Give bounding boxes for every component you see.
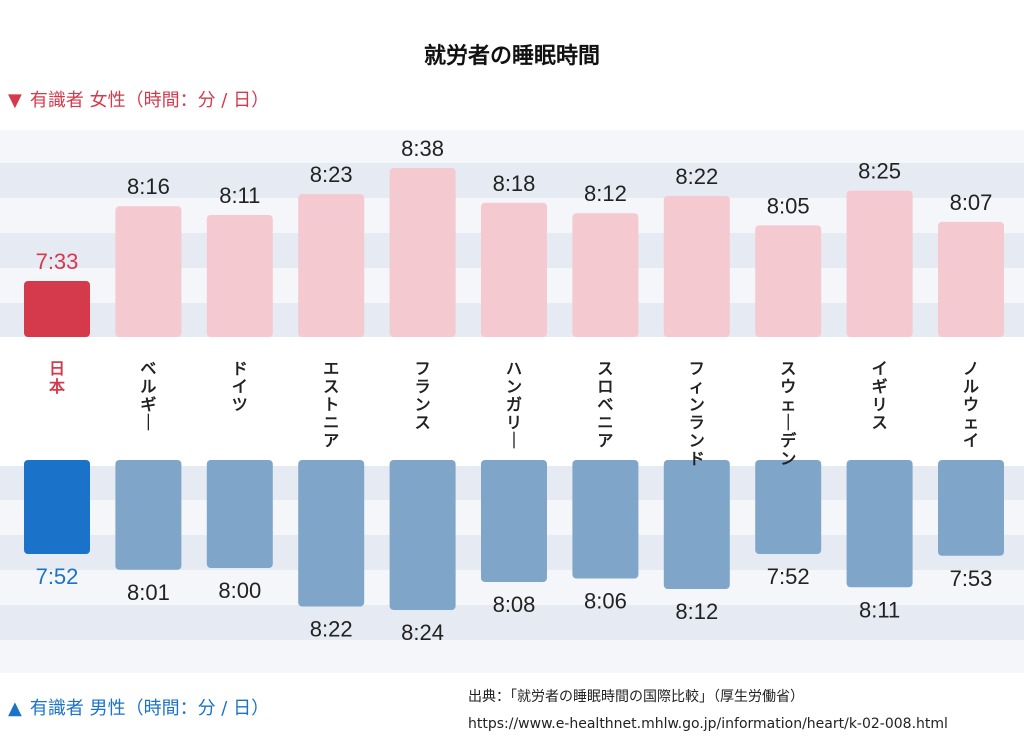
male-bar [298, 460, 365, 607]
male-value-label: 8:12 [675, 599, 718, 624]
female-bar [24, 281, 90, 337]
male-value-label: 7:52 [767, 564, 810, 589]
male-bar [115, 460, 182, 570]
male-bar [206, 460, 273, 568]
male-bar [24, 460, 90, 554]
female-value-label: 8:38 [401, 136, 444, 161]
country-label: スウェ｜デン [780, 359, 797, 468]
male-bar [938, 460, 1004, 556]
male-bar [755, 460, 822, 554]
country-label: フィンランド [689, 359, 705, 468]
female-value-label: 8:23 [310, 162, 353, 187]
female-band-0 [0, 130, 1024, 163]
male-band-4 [0, 605, 1024, 640]
source-note: 出典：「就労者の睡眠時間の国際比較」（厚生労働省） [468, 689, 804, 705]
country-label: ベルギ｜ [140, 359, 156, 432]
female-series-label-text: 有識者 女性（時間：分 / 日） [29, 90, 270, 111]
male-series-label: ▲ 有識者 男性（時間：分 / 日） [8, 694, 269, 720]
male-value-label: 8:00 [218, 578, 261, 603]
male-value-label: 7:52 [36, 564, 79, 589]
female-value-label: 8:22 [675, 164, 718, 189]
female-value-label: 8:18 [493, 171, 536, 196]
female-bar [206, 214, 273, 337]
female-value-label: 8:16 [127, 174, 170, 199]
male-bar [846, 460, 913, 588]
country-label: エストニア [323, 359, 339, 450]
male-value-label: 8:01 [127, 580, 170, 605]
female-bar [663, 195, 730, 337]
female-bar [846, 190, 913, 337]
down-triangle-icon: ▼ [8, 90, 22, 111]
female-bar [481, 202, 547, 337]
country-label: フランス [415, 359, 431, 432]
female-bar [115, 206, 182, 337]
male-value-label: 8:06 [584, 589, 627, 614]
female-bar [572, 213, 639, 337]
male-series-label-text: 有識者 男性（時間：分 / 日） [29, 698, 270, 719]
female-value-label: 8:11 [219, 183, 260, 208]
female-bar [389, 168, 456, 337]
female-value-label: 7:33 [36, 249, 79, 274]
male-value-label: 7:53 [950, 566, 993, 591]
country-label: ノルウェイ [963, 359, 979, 450]
source-url: https://www.e-healthnet.mhlw.go.jp/infor… [468, 716, 948, 732]
male-value-label: 8:11 [859, 597, 900, 622]
country-label: イギリス [872, 359, 888, 432]
female-bar [938, 221, 1004, 337]
female-value-label: 8:12 [584, 181, 627, 206]
male-bar [481, 460, 547, 582]
female-bar [755, 225, 822, 337]
female-value-label: 8:05 [767, 193, 810, 218]
female-series-label: ▼ 有識者 女性（時間：分 / 日） [8, 86, 269, 112]
male-value-label: 8:22 [310, 617, 353, 642]
country-label: 日本 [49, 359, 65, 396]
female-bar [298, 194, 365, 337]
female-value-label: 8:07 [950, 190, 993, 215]
chart-title: 就労者の睡眠時間 [423, 44, 600, 69]
country-label: ハンガリ｜ [506, 359, 522, 450]
up-triangle-icon: ▲ [8, 698, 22, 719]
male-band-5 [0, 640, 1024, 673]
male-value-label: 8:08 [493, 592, 536, 617]
female-value-label: 8:25 [858, 159, 901, 184]
country-label: ドイツ [232, 359, 248, 414]
male-bar [572, 460, 639, 579]
male-bar [663, 460, 730, 589]
country-label: スロベニア [597, 359, 613, 450]
male-bar [389, 460, 456, 610]
male-value-label: 8:24 [401, 620, 444, 645]
